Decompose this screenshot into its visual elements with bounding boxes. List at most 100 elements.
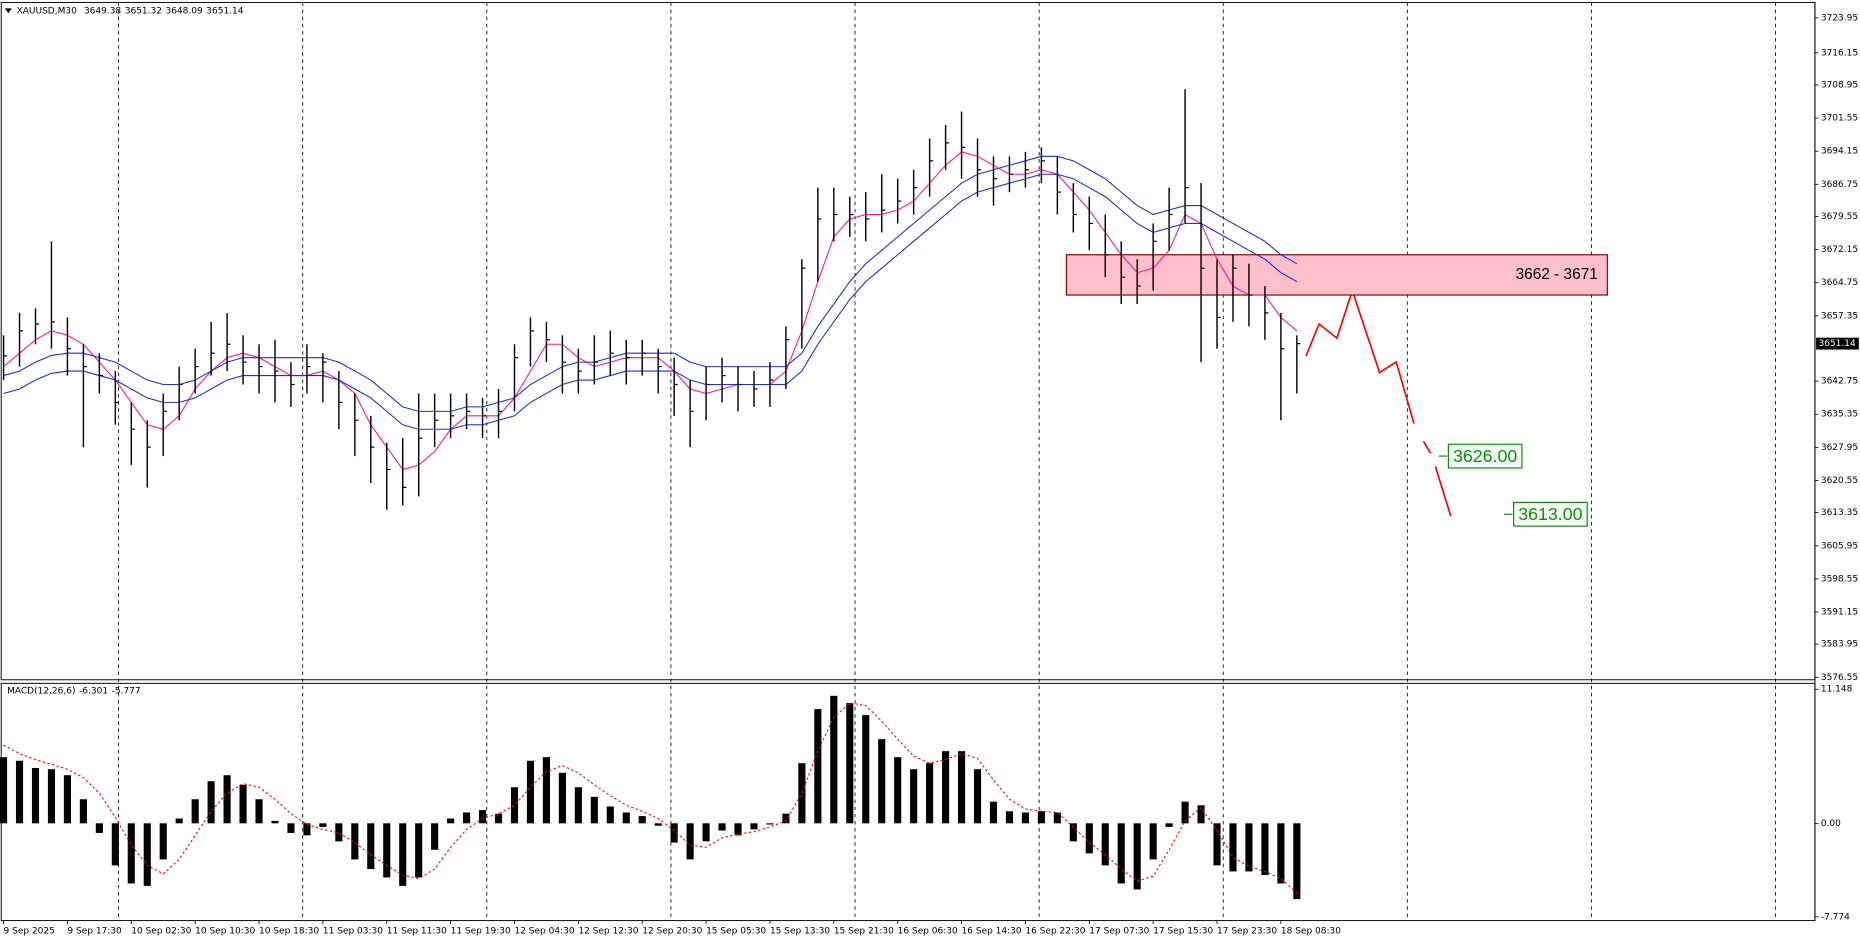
macd-bar xyxy=(143,823,151,886)
macd-bar xyxy=(47,769,56,824)
y-tick-label: 3576.55 xyxy=(1821,673,1858,683)
y-tick-label: 3657.35 xyxy=(1821,311,1858,321)
macd-bar xyxy=(1053,812,1061,824)
macd-bar xyxy=(1149,823,1157,860)
y-tick-label: 3605.95 xyxy=(1821,541,1858,551)
moving-average xyxy=(3,151,1298,471)
macd-bar xyxy=(223,775,231,824)
macd-bar xyxy=(542,757,550,824)
y-tick-label: 3679.55 xyxy=(1821,212,1858,222)
macd-bar xyxy=(798,763,806,824)
y-tick-label: 11.148 xyxy=(1821,685,1853,695)
macd-bar xyxy=(255,799,263,824)
macd-bar xyxy=(63,775,71,824)
macd-bar xyxy=(319,823,327,827)
x-tick-label: 16 Sep 06:30 xyxy=(898,927,958,937)
y-tick-label: 3686.75 xyxy=(1821,180,1858,190)
x-tick-label: 15 Sep 05:30 xyxy=(706,927,766,937)
moving-average xyxy=(3,173,1298,430)
macd-bar xyxy=(95,823,103,833)
macd-bar xyxy=(1229,823,1237,872)
x-tick-label: 17 Sep 07:30 xyxy=(1089,927,1149,937)
x-tick-label: 11 Sep 19:30 xyxy=(451,927,511,937)
macd-bar xyxy=(207,781,215,824)
macd-title: MACD(12,26,6) xyxy=(7,686,75,696)
macd-bar xyxy=(271,820,279,824)
macd-bar xyxy=(926,763,934,824)
symbol: XAUUSD,M30 xyxy=(17,6,77,16)
menu-icon[interactable] xyxy=(4,8,12,14)
x-tick-label: 16 Sep 22:30 xyxy=(1025,927,1085,937)
target-label: 3613.00 xyxy=(1518,504,1582,524)
macd-bar xyxy=(830,695,838,824)
macd-bar xyxy=(814,709,822,824)
signal-line xyxy=(3,702,1298,894)
macd-bar xyxy=(1181,801,1189,824)
macd-bar xyxy=(878,739,886,824)
macd-bar xyxy=(670,823,678,843)
separators xyxy=(118,2,1776,921)
macd-bar xyxy=(750,823,758,830)
macd-bar xyxy=(31,767,40,824)
macd-bar xyxy=(989,801,998,824)
macd-bar xyxy=(1245,823,1253,872)
y-tick-label: 3613.35 xyxy=(1821,508,1858,518)
x-tick-label: 16 Sep 14:30 xyxy=(962,927,1022,937)
macd-bar xyxy=(686,823,694,860)
macd-bar xyxy=(734,823,742,836)
macd-bar xyxy=(622,812,630,824)
target-label: 3626.00 xyxy=(1453,446,1517,466)
signal-value: -5.777 xyxy=(112,686,141,696)
x-tick-label: 11 Sep 11:30 xyxy=(387,927,447,937)
y-tick-label: 3598.55 xyxy=(1821,574,1858,584)
y-tick-label: 3716.15 xyxy=(1821,48,1858,58)
x-tick-label: 9 Sep 2025 xyxy=(4,927,55,937)
x-tick-label: 15 Sep 13:30 xyxy=(770,927,830,937)
macd-bar xyxy=(478,810,487,824)
x-tick-label: 10 Sep 18:30 xyxy=(259,927,319,937)
target-box xyxy=(1447,443,1523,469)
macd-bar xyxy=(654,823,662,826)
y-tick-label: 3694.15 xyxy=(1821,147,1858,157)
y-tick-label: 3635.35 xyxy=(1821,410,1858,420)
macd-bar xyxy=(894,757,902,824)
y-tick-label: 3701.55 xyxy=(1821,114,1858,124)
macd-bar xyxy=(367,823,375,870)
macd-bar xyxy=(1213,823,1221,866)
macd-bar xyxy=(1165,823,1173,827)
macd-bar xyxy=(494,813,503,824)
macd-bar xyxy=(335,823,343,842)
macd-bar xyxy=(351,823,359,860)
zone xyxy=(1065,254,1608,296)
macd-bar xyxy=(0,757,8,824)
macd-bar xyxy=(175,818,183,824)
macd-bar xyxy=(399,823,407,886)
x-tick-label: 10 Sep 10:30 xyxy=(195,927,255,937)
moving-average xyxy=(3,155,1298,412)
macd-bar xyxy=(447,818,455,824)
x-tick-label: 17 Sep 15:30 xyxy=(1153,927,1213,937)
macd-bar xyxy=(1005,811,1014,824)
y-tick-label: 3591.15 xyxy=(1821,607,1858,617)
macd-bar xyxy=(638,816,646,824)
x-tick-label: 12 Sep 04:30 xyxy=(514,927,574,937)
macd-bar xyxy=(415,823,423,878)
macd-bar xyxy=(1293,823,1301,900)
x-tick-label: 11 Sep 03:30 xyxy=(323,927,383,937)
macd-header: MACD(12,26,6) -6.301 -5.777 xyxy=(7,686,141,696)
macd-bar xyxy=(718,823,726,831)
high: 3651.32 xyxy=(125,6,162,16)
y-tick-label: 3642.75 xyxy=(1821,377,1858,387)
macd-bar xyxy=(1117,823,1125,884)
x-tick-label: 12 Sep 20:30 xyxy=(642,927,702,937)
x-tick-label: 12 Sep 12:30 xyxy=(578,927,638,937)
macd-bar xyxy=(1069,823,1077,842)
target-box xyxy=(1513,501,1588,527)
open: 3649.38 xyxy=(84,6,121,16)
macd-bar xyxy=(606,806,614,824)
macd-bar xyxy=(957,751,966,824)
macd-bar xyxy=(973,769,982,824)
macd-bar xyxy=(526,760,535,824)
y-tick-label: 3708.95 xyxy=(1821,80,1858,90)
